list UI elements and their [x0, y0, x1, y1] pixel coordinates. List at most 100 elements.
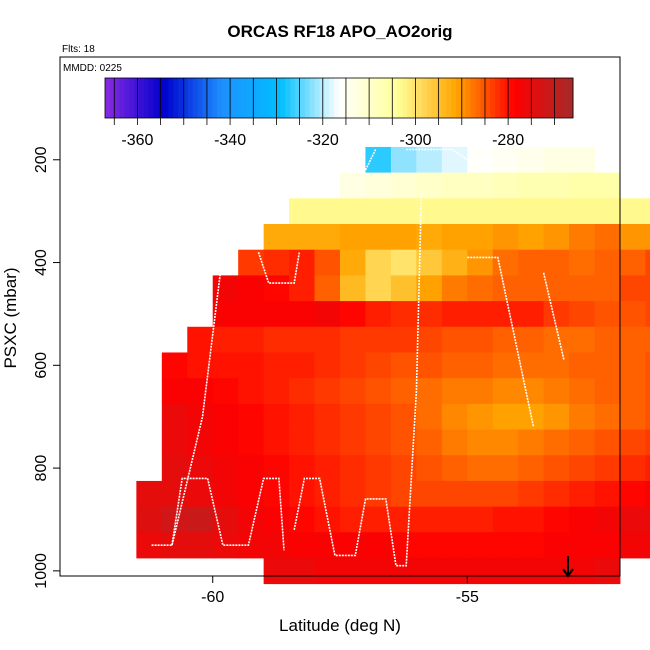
heatmap-cell — [492, 326, 519, 353]
colorbar-segment — [275, 78, 282, 118]
heatmap-cell — [416, 506, 443, 533]
heatmap-cells — [136, 146, 650, 585]
heatmap-cell — [238, 352, 265, 379]
heatmap-cell — [390, 249, 417, 276]
heatmap-cell — [543, 352, 570, 379]
heatmap-cell — [263, 429, 290, 456]
heatmap-cell — [314, 532, 341, 559]
x-tick-label: -55 — [456, 589, 479, 606]
heatmap-cell — [390, 558, 417, 585]
heatmap-cell — [289, 506, 315, 533]
heatmap-cell — [136, 480, 163, 508]
heatmap-cell — [467, 455, 494, 482]
colorbar-segment — [436, 78, 442, 118]
heatmap-cell — [620, 455, 646, 482]
heatmap-cell — [543, 403, 570, 430]
heatmap-cell — [161, 403, 188, 430]
heatmap-cell — [569, 455, 595, 482]
heatmap-cell — [390, 301, 417, 328]
heatmap-cell — [441, 198, 468, 225]
heatmap-cell — [645, 249, 650, 276]
colorbar-segment — [373, 78, 379, 118]
colorbar-segment — [504, 78, 511, 118]
heatmap-cell — [569, 429, 595, 456]
heatmap-cell — [492, 275, 519, 302]
colorbar-segment — [304, 78, 311, 118]
heatmap-cell — [187, 403, 214, 430]
colorbar-segment — [421, 78, 428, 118]
heatmap-cell — [365, 532, 392, 559]
heatmap-cell — [594, 455, 621, 482]
heatmap-cell — [594, 532, 621, 559]
heatmap-cell — [314, 198, 341, 225]
heatmap-cell — [620, 378, 646, 405]
colorbar-segment — [485, 78, 491, 118]
heatmap-cell — [467, 275, 494, 302]
heatmap-cell — [518, 532, 545, 559]
colorbar-tick-label: -340 — [214, 132, 246, 149]
heatmap-cell — [238, 455, 265, 482]
heatmap-cell — [263, 224, 290, 251]
heatmap-cell — [543, 455, 570, 482]
heatmap-cell — [416, 558, 443, 585]
heatmap-cell — [569, 249, 595, 276]
heatmap-cell — [569, 224, 595, 251]
heatmap-cell — [594, 172, 621, 199]
colorbar-segment — [251, 78, 257, 118]
heatmap-cell — [441, 275, 468, 302]
heatmap-cell — [263, 301, 290, 328]
heatmap-cell — [212, 352, 239, 379]
heatmap-cell — [416, 146, 443, 174]
colorbar-segment — [265, 78, 272, 118]
heatmap-cell — [518, 506, 545, 533]
heatmap-cell — [263, 326, 290, 353]
heatmap-cell — [467, 532, 494, 559]
heatmap-cell — [212, 326, 239, 353]
heatmap-cell — [492, 429, 519, 456]
colorbar-segment — [387, 78, 394, 118]
heatmap-cell — [492, 378, 519, 405]
heatmap-cell — [441, 378, 468, 405]
heatmap-cell — [365, 403, 392, 430]
colorbar-segment — [134, 78, 140, 118]
colorbar-segment — [324, 78, 330, 118]
colorbar-segment — [392, 78, 399, 118]
heatmap-cell — [289, 198, 315, 225]
colorbar-segment — [261, 78, 267, 118]
heatmap-cell — [390, 455, 417, 482]
heatmap-cell — [340, 455, 366, 482]
x-axis: -60 -55 — [201, 576, 479, 606]
mmdd-annotation: MMDD: 0225 — [63, 63, 122, 74]
heatmap-cell — [416, 480, 443, 508]
colorbar-segment — [241, 78, 247, 118]
colorbar-segment — [163, 78, 169, 118]
colorbar-segment — [348, 78, 355, 118]
heatmap-cell — [569, 506, 595, 533]
heatmap-cell — [416, 532, 443, 559]
heatmap-cell — [620, 301, 646, 328]
heatmap-cell — [340, 224, 366, 251]
heatmap-cell — [416, 301, 443, 328]
colorbar-segment — [368, 78, 374, 118]
heatmap-cell — [340, 326, 366, 353]
flight-track-line — [406, 148, 468, 161]
heatmap-cell — [161, 429, 188, 456]
heatmap-cell — [340, 301, 366, 328]
heatmap-cell — [645, 301, 650, 328]
heatmap-cell — [620, 532, 646, 559]
heatmap-cell — [187, 429, 214, 456]
heatmap-cell — [543, 532, 570, 559]
heatmap-cell — [543, 429, 570, 456]
heatmap-cell — [594, 275, 621, 302]
heatmap-cell — [620, 275, 646, 302]
colorbar-segment — [417, 78, 423, 118]
heatmap-cell — [620, 198, 646, 225]
heatmap-cell — [467, 352, 494, 379]
colorbar-segment — [358, 78, 364, 118]
heatmap-cell — [492, 146, 519, 174]
heatmap-cell — [289, 326, 315, 353]
heatmap-cell — [569, 172, 595, 199]
colorbar-segment — [353, 78, 360, 118]
colorbar-segment — [256, 78, 262, 118]
